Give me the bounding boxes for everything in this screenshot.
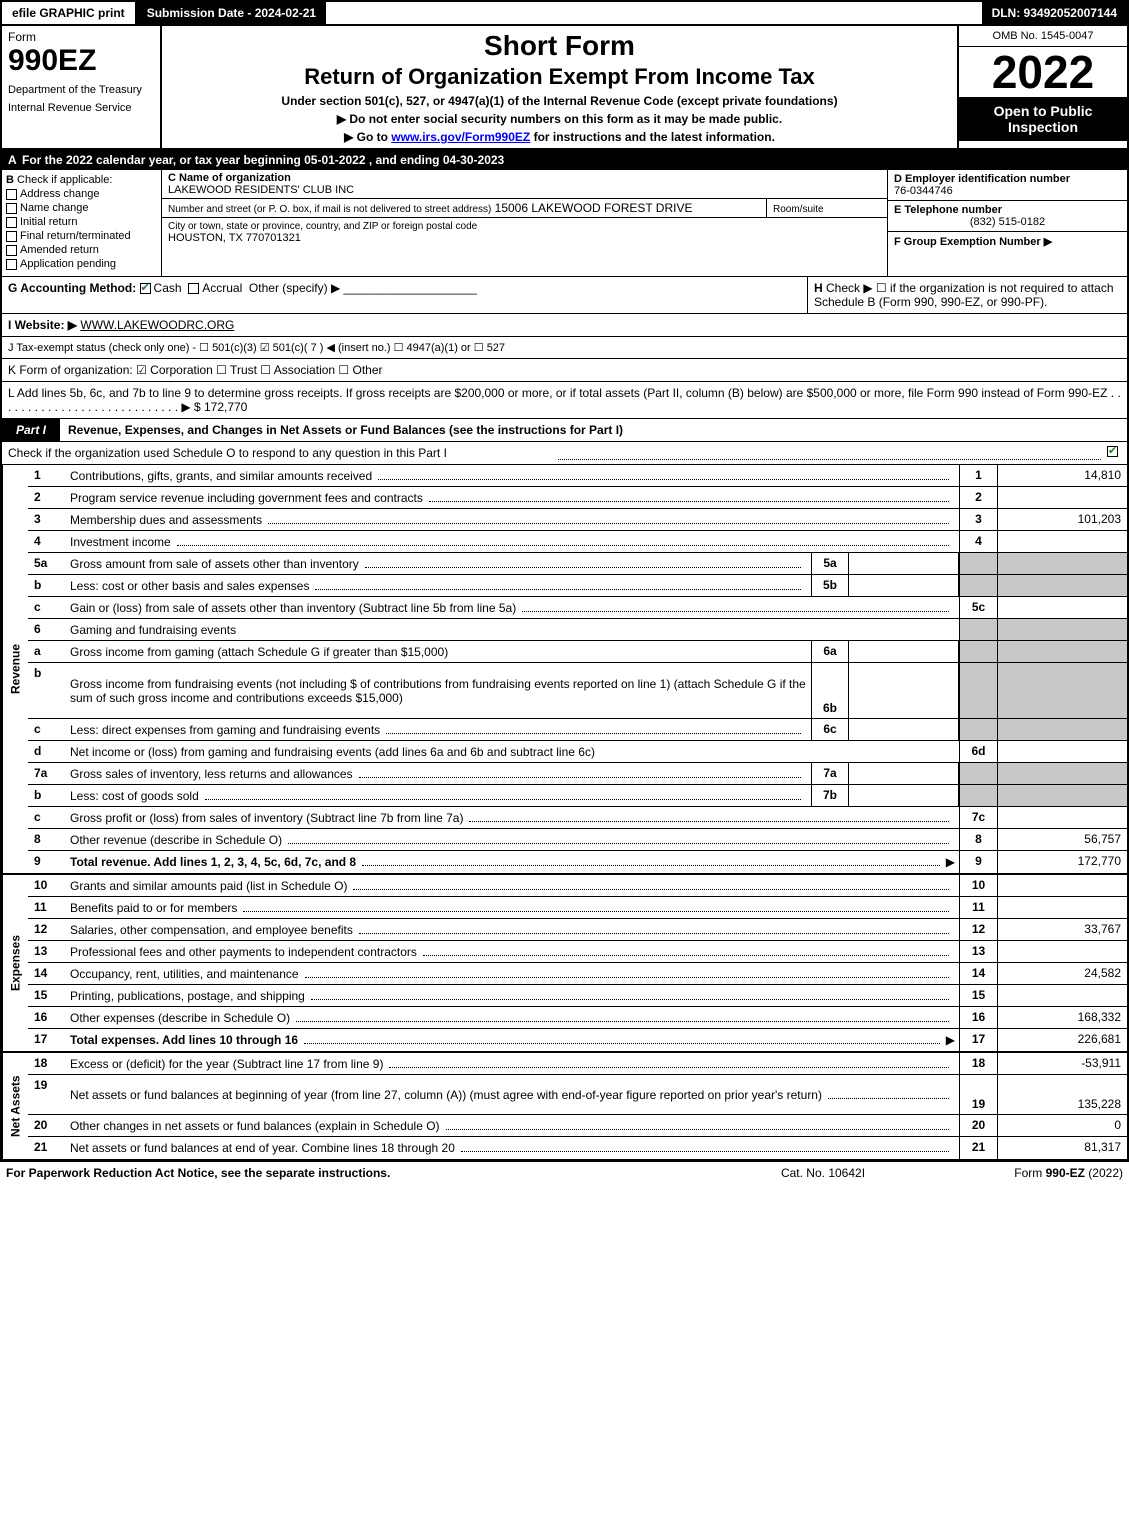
c-label: C Name of organization (168, 172, 291, 184)
page-footer: For Paperwork Reduction Act Notice, see … (0, 1161, 1129, 1184)
side-net-assets: Net Assets (2, 1053, 28, 1159)
f-label: F Group Exemption Number ▶ (894, 236, 1052, 248)
chk-amended[interactable]: Amended return (6, 244, 157, 256)
street-val: 15006 LAKEWOOD FOREST DRIVE (495, 201, 693, 215)
phone-val: (832) 515-0182 (894, 216, 1121, 228)
section-k: K Form of organization: ☑ Corporation ☐ … (0, 359, 1129, 382)
header-left: Form 990EZ Department of the Treasury In… (2, 26, 162, 148)
agency-1: Department of the Treasury (8, 84, 154, 96)
room-label: Room/suite (773, 204, 824, 215)
dln: DLN: 93492052007144 (982, 2, 1127, 24)
note-goto-pre: ▶ Go to (344, 130, 391, 144)
ein-val: 76-0344746 (894, 185, 953, 197)
side-revenue: Revenue (2, 465, 28, 873)
city-label: City or town, state or province, country… (168, 221, 477, 232)
section-d-e-f: D Employer identification number 76-0344… (887, 170, 1127, 276)
i-label: I Website: ▶ (8, 318, 77, 332)
efile-label: efile GRAPHIC print (2, 2, 137, 24)
expenses-block: Expenses 10Grants and similar amounts pa… (0, 875, 1129, 1053)
org-name: LAKEWOOD RESIDENTS' CLUB INC (168, 184, 881, 196)
part-1-title: Revenue, Expenses, and Changes in Net As… (60, 419, 631, 441)
chk-app-pending[interactable]: Application pending (6, 258, 157, 270)
part-1-header: Part I Revenue, Expenses, and Changes in… (0, 419, 1129, 442)
title-return: Return of Organization Exempt From Incom… (166, 64, 953, 90)
e-cell: E Telephone number (832) 515-0182 (888, 201, 1127, 232)
chk-final-return[interactable]: Final return/terminated (6, 230, 157, 242)
l-text: L Add lines 5b, 6c, and 7b to line 9 to … (8, 386, 1107, 400)
open-inspection: Open to Public Inspection (959, 97, 1127, 141)
irs-link[interactable]: www.irs.gov/Form990EZ (391, 130, 530, 144)
c-city-cell: City or town, state or province, country… (162, 217, 887, 246)
form-word: Form (8, 30, 154, 44)
tax-year: 2022 (959, 47, 1127, 97)
section-l: L Add lines 5b, 6c, and 7b to line 9 to … (0, 382, 1129, 419)
section-a: AFor the 2022 calendar year, or tax year… (0, 150, 1129, 170)
f-cell: F Group Exemption Number ▶ (888, 232, 1127, 251)
arrow-icon: ▶ (946, 1033, 955, 1047)
submission-date: Submission Date - 2024-02-21 (137, 2, 326, 24)
l-val: 172,770 (204, 400, 247, 414)
agency-2: Internal Revenue Service (8, 102, 154, 114)
section-c: C Name of organization LAKEWOOD RESIDENT… (162, 170, 887, 276)
section-i: I Website: ▶ WWW.LAKEWOODRC.ORG (0, 314, 1129, 337)
revenue-block: Revenue 1Contributions, gifts, grants, a… (0, 465, 1129, 875)
footer-left: For Paperwork Reduction Act Notice, see … (6, 1166, 723, 1180)
note-goto-post: for instructions and the latest informat… (534, 130, 775, 144)
chk-name-change[interactable]: Name change (6, 202, 157, 214)
section-h: H Check ▶ ☐ if the organization is not r… (807, 277, 1127, 313)
d-cell: D Employer identification number 76-0344… (888, 170, 1127, 201)
header-right: OMB No. 1545-0047 2022 Open to Public In… (957, 26, 1127, 148)
city-val: HOUSTON, TX 770701321 (168, 232, 881, 244)
footer-right: Form 990-EZ (2022) (923, 1166, 1123, 1180)
chk-cash[interactable] (140, 283, 151, 294)
revenue-rows: 1Contributions, gifts, grants, and simil… (28, 465, 1127, 873)
l-arrow: ▶ $ (181, 400, 200, 414)
part-1-tab: Part I (2, 419, 60, 441)
title-short-form: Short Form (166, 30, 953, 62)
net-assets-rows: 18Excess or (deficit) for the year (Subt… (28, 1053, 1127, 1159)
h-text: Check ▶ ☐ if the organization is not req… (814, 281, 1114, 309)
topbar-fill (326, 2, 981, 24)
arrow-icon: ▶ (946, 855, 955, 869)
section-g: G Accounting Method: Cash Accrual Other … (2, 277, 807, 313)
form-number: 990EZ (8, 44, 154, 78)
b-label: Check if applicable: (17, 174, 112, 186)
section-g-h: G Accounting Method: Cash Accrual Other … (0, 277, 1129, 314)
c-street-row: Number and street (or P. O. box, if mail… (162, 199, 887, 217)
chk-initial-return[interactable]: Initial return (6, 216, 157, 228)
net-assets-block: Net Assets 18Excess or (deficit) for the… (0, 1053, 1129, 1161)
part-1-check-text: Check if the organization used Schedule … (8, 446, 552, 460)
street-label: Number and street (or P. O. box, if mail… (168, 204, 491, 215)
note-goto: ▶ Go to www.irs.gov/Form990EZ for instru… (166, 130, 953, 144)
d-label: D Employer identification number (894, 173, 1070, 185)
section-j: J Tax-exempt status (check only one) - ☐… (0, 337, 1129, 359)
expense-rows: 10Grants and similar amounts paid (list … (28, 875, 1127, 1051)
c-name-cell: C Name of organization LAKEWOOD RESIDENT… (162, 170, 887, 199)
footer-mid: Cat. No. 10642I (723, 1166, 923, 1180)
chk-accrual[interactable] (188, 283, 199, 294)
note-ssn: ▶ Do not enter social security numbers o… (166, 112, 953, 126)
e-label: E Telephone number (894, 204, 1002, 216)
top-bar: efile GRAPHIC print Submission Date - 20… (0, 0, 1129, 26)
omb-number: OMB No. 1545-0047 (959, 26, 1127, 47)
form-header: Form 990EZ Department of the Treasury In… (0, 26, 1129, 150)
chk-schedule-o[interactable] (1107, 446, 1118, 457)
header-mid: Short Form Return of Organization Exempt… (162, 26, 957, 148)
side-expenses: Expenses (2, 875, 28, 1051)
subtitle: Under section 501(c), 527, or 4947(a)(1)… (166, 94, 953, 108)
section-b: B Check if applicable: Address change Na… (2, 170, 162, 276)
section-a-text: For the 2022 calendar year, or tax year … (22, 153, 504, 167)
section-b-c-d-e-f: B Check if applicable: Address change Na… (0, 170, 1129, 277)
g-label: G Accounting Method: (8, 281, 136, 295)
chk-address-change[interactable]: Address change (6, 188, 157, 200)
part-1-check-row: Check if the organization used Schedule … (0, 442, 1129, 465)
website-val: WWW.LAKEWOODRC.ORG (80, 318, 234, 332)
